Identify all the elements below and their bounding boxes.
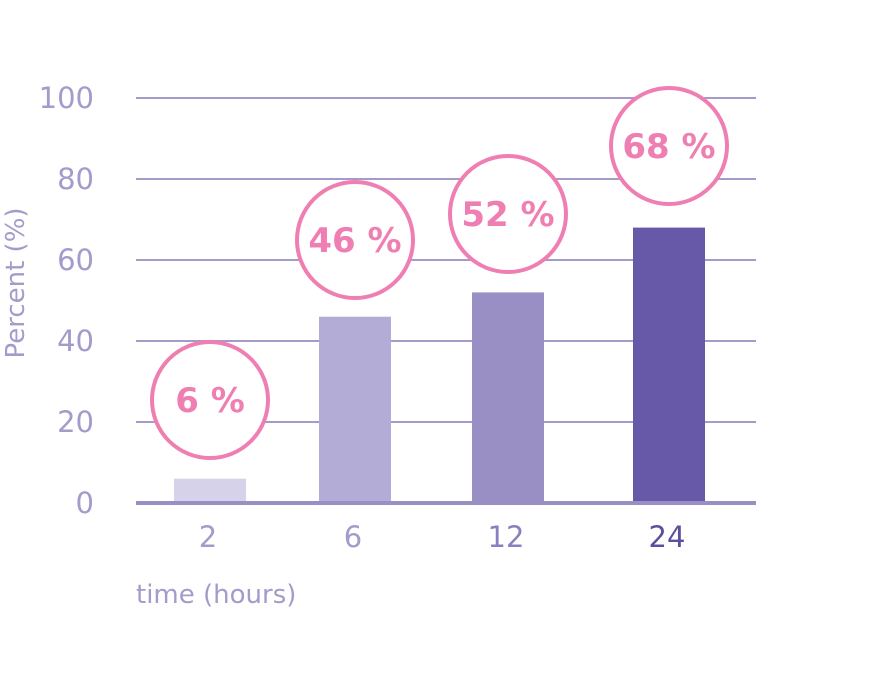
x-axis-label: time (hours) xyxy=(136,580,296,610)
bar-24 xyxy=(633,227,705,503)
data-label-bubble xyxy=(150,340,270,460)
data-label-bubble xyxy=(295,180,415,300)
x-tick-label: 6 xyxy=(344,520,362,554)
x-tick-label: 2 xyxy=(199,520,217,554)
x-tick-label: 24 xyxy=(649,520,686,554)
data-label-bubbles: 6 % 46 % 52 % 68 % xyxy=(150,86,729,460)
x-tick-label: 12 xyxy=(488,520,525,554)
y-axis-ticks: 0 20 40 60 80 100 xyxy=(39,81,94,520)
bars xyxy=(174,227,705,503)
y-tick-label: 100 xyxy=(39,81,94,115)
y-tick-label: 0 xyxy=(76,486,94,520)
data-label: 68 % xyxy=(622,127,715,167)
data-label: 46 % xyxy=(308,221,401,261)
y-tick-label: 60 xyxy=(57,243,94,277)
y-axis-label: Percent (%) xyxy=(1,207,31,358)
y-tick-label: 80 xyxy=(57,162,94,196)
bar-2 xyxy=(174,478,246,503)
y-tick-label: 40 xyxy=(57,324,94,358)
y-tick-label: 20 xyxy=(57,405,94,439)
bar-12 xyxy=(472,292,544,503)
data-label-bubble xyxy=(609,86,729,206)
data-label: 6 % xyxy=(175,381,245,421)
data-label: 52 % xyxy=(461,195,554,235)
bar-6 xyxy=(319,316,391,503)
x-axis-ticks: 2 6 12 24 xyxy=(199,520,686,554)
data-label-bubble xyxy=(448,154,568,274)
